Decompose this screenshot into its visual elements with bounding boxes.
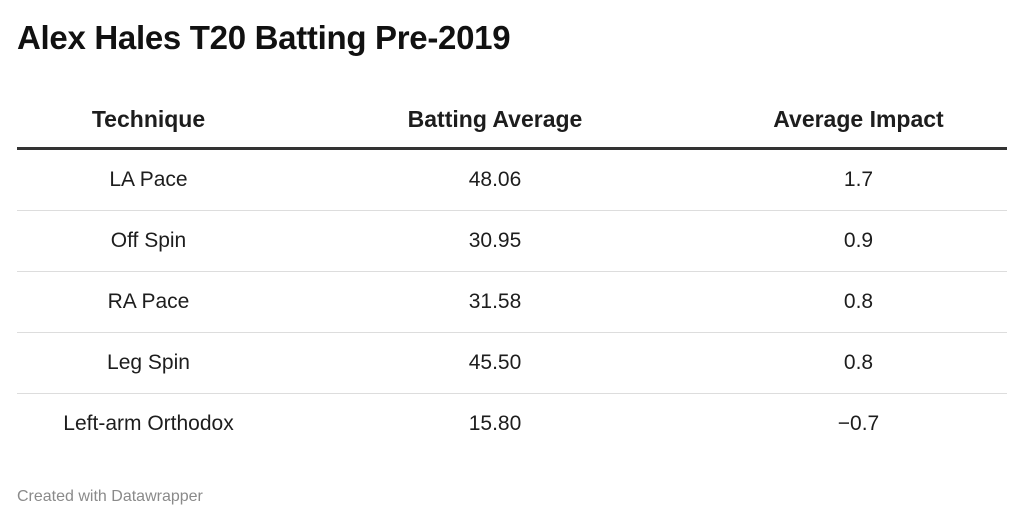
data-table: Technique Batting Average Average Impact… (17, 92, 1007, 454)
column-header-average-impact: Average Impact (773, 106, 944, 132)
cell-average-impact: 0.9 (843, 229, 874, 252)
cell-batting-average: 30.95 (468, 229, 522, 252)
cell-average-impact: 0.8 (843, 351, 874, 374)
footer-credit: Created with Datawrapper (17, 488, 203, 505)
table-row: RA Pace 31.58 0.8 (17, 272, 1007, 333)
cell-batting-average: 31.58 (468, 290, 522, 313)
cell-technique: Off Spin (110, 229, 187, 252)
cell-average-impact: 1.7 (843, 168, 874, 191)
table-row: LA Pace 48.06 1.7 (17, 150, 1007, 211)
cell-technique: RA Pace (107, 290, 190, 313)
cell-batting-average: 45.50 (468, 351, 522, 374)
cell-technique: LA Pace (109, 168, 188, 191)
cell-average-impact: −0.7 (837, 412, 880, 435)
cell-technique: Left-arm Orthodox (63, 412, 234, 435)
cell-technique: Leg Spin (107, 351, 190, 374)
column-header-batting-average: Batting Average (407, 106, 583, 132)
column-header-technique: Technique (91, 106, 206, 132)
chart-title: Alex Hales T20 Batting Pre-2019 (17, 19, 511, 56)
table-row: Leg Spin 45.50 0.8 (17, 333, 1007, 394)
cell-batting-average: 48.06 (468, 168, 522, 191)
table-header: Technique Batting Average Average Impact (17, 92, 1007, 150)
cell-average-impact: 0.8 (843, 290, 874, 313)
table-row: Left-arm Orthodox 15.80 −0.7 (17, 394, 1007, 454)
table-row: Off Spin 30.95 0.9 (17, 211, 1007, 272)
cell-batting-average: 15.80 (468, 412, 522, 435)
